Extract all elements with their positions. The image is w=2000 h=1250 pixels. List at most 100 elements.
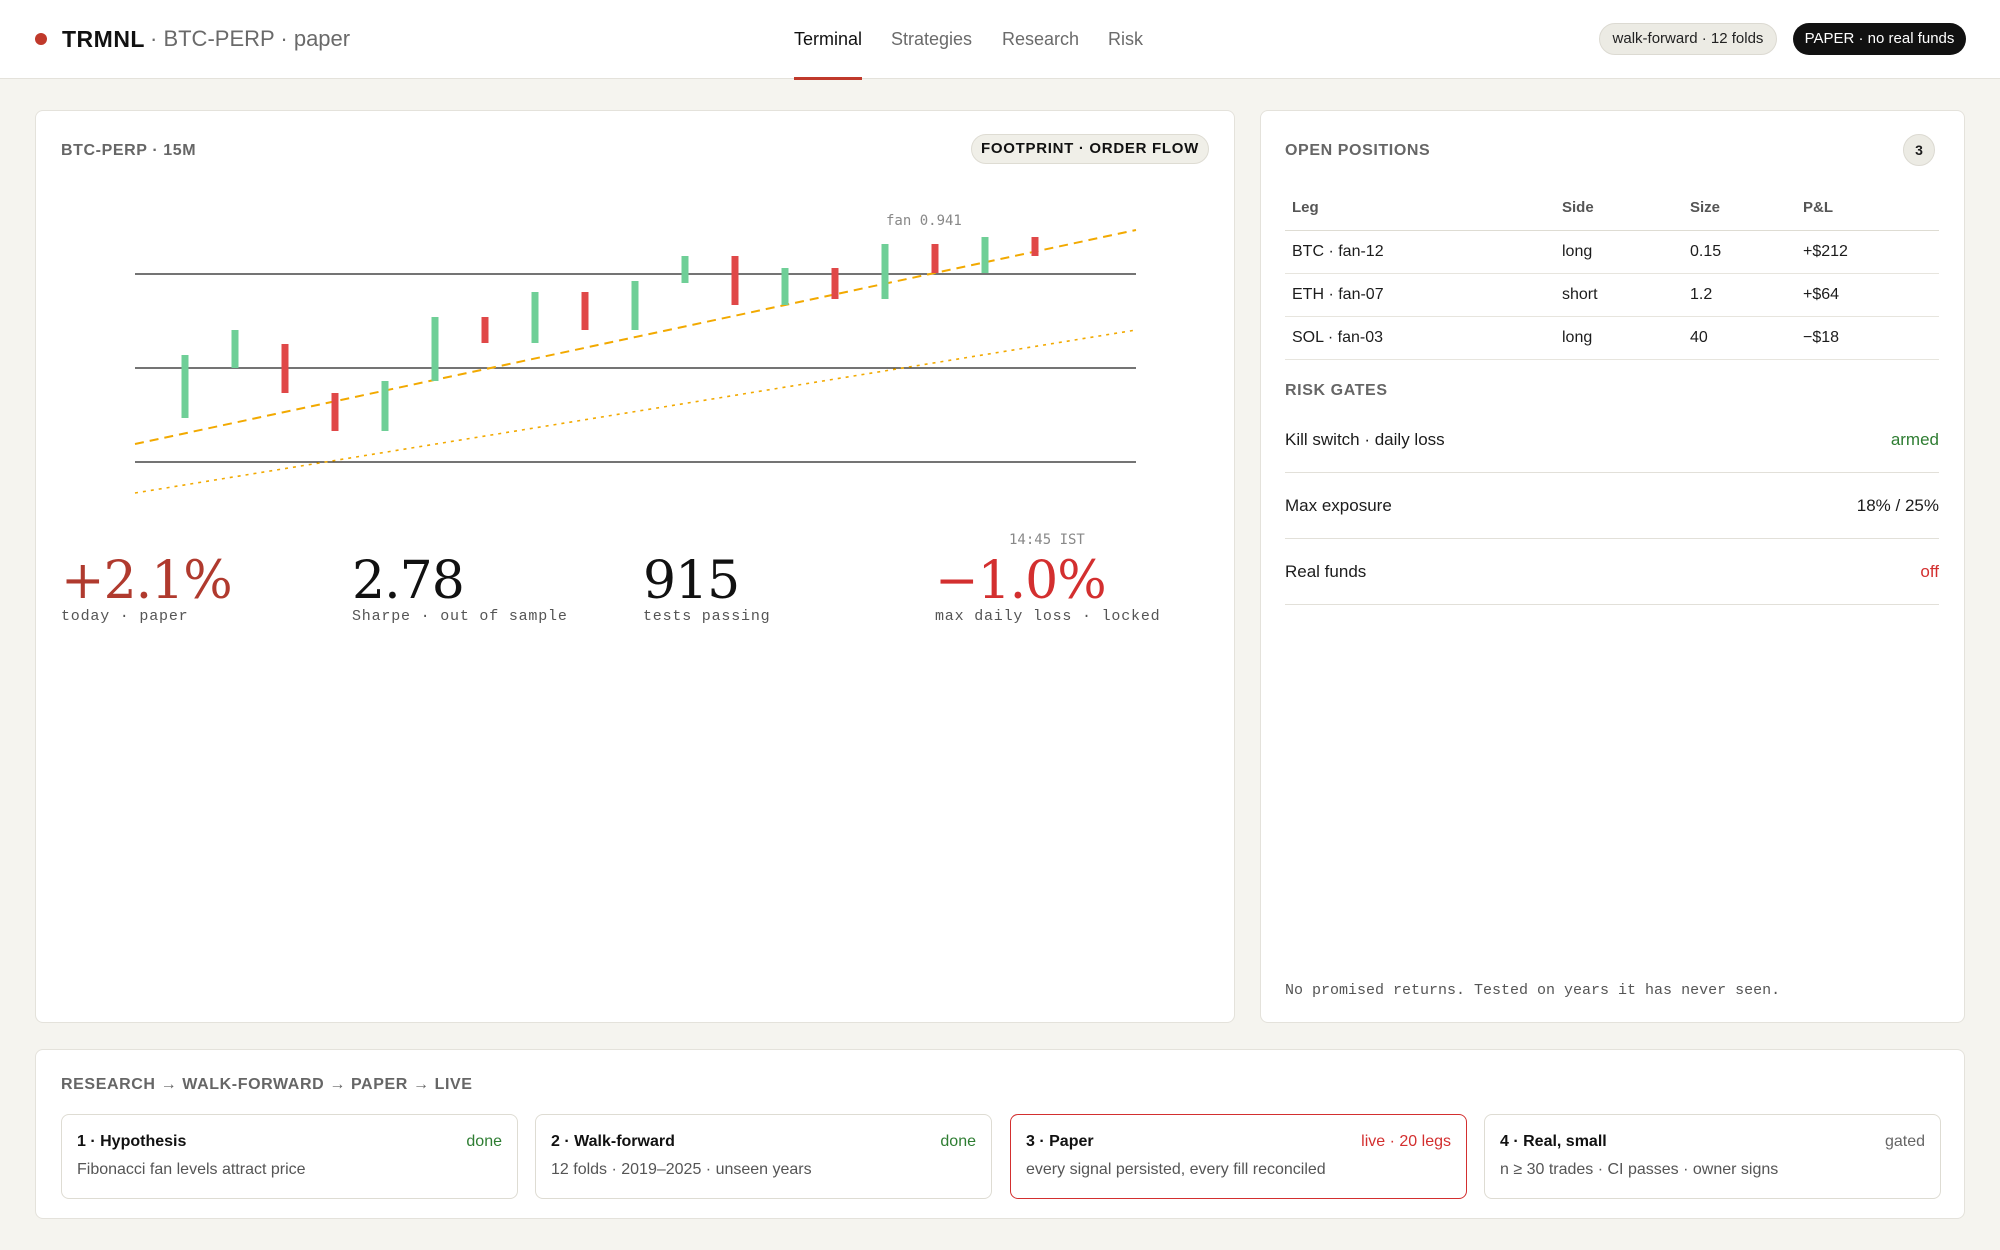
position-size: 1.2 — [1683, 273, 1796, 317]
stage-title: 4 · Real, small — [1500, 1133, 1607, 1150]
positions-panel: OPEN POSITIONS 3 Leg Side Size P&L BTC ·… — [1260, 110, 1965, 1023]
candle-down — [731, 256, 739, 305]
position-leg: SOL · fan-03 — [1285, 316, 1555, 360]
disclaimer-text: No promised returns. Tested on years it … — [1285, 982, 1781, 999]
candle-up — [881, 244, 889, 299]
candle-up — [981, 237, 989, 273]
column-header-pnl: P&L — [1796, 186, 1939, 231]
stat-value: +2.1% — [61, 551, 233, 611]
position-size: 40 — [1683, 316, 1796, 360]
stage-real-small[interactable]: 4 · Real, small gated n ≥ 30 trades · CI… — [1484, 1114, 1941, 1199]
table-row[interactable]: BTC · fan-12 long 0.15 +$212 — [1285, 230, 1939, 274]
stage-title: 3 · Paper — [1026, 1133, 1094, 1150]
nav-tab-terminal[interactable]: Terminal — [794, 0, 863, 80]
position-side: long — [1555, 316, 1683, 360]
gate-label: Max exposure — [1285, 496, 1392, 515]
candlestick-chart: fan 0.941 14:45 IST — [134, 213, 1137, 548]
gate-label: Real funds — [1285, 562, 1367, 581]
stat-label: Sharpe · out of sample — [352, 608, 568, 625]
risk-gate-real-funds[interactable]: Real funds off — [1285, 539, 1939, 605]
walk-forward-badge: walk-forward · 12 folds — [1599, 23, 1777, 55]
candle-up — [681, 256, 689, 283]
positions-count-badge: 3 — [1903, 134, 1935, 166]
stat-value: 915 — [643, 551, 740, 611]
nav-tab-risk[interactable]: Risk — [1108, 29, 1143, 49]
candle-up — [781, 268, 789, 305]
stage-description: 12 folds · 2019–2025 · unseen years — [551, 1161, 812, 1178]
positions-title: OPEN POSITIONS — [1285, 142, 1431, 159]
candle-up — [181, 355, 189, 418]
stage-status: done — [466, 1133, 502, 1150]
stat-label: max daily loss · locked — [935, 608, 1161, 625]
pipeline-panel: RESEARCH → WALK-FORWARD → PAPER → LIVE 1… — [35, 1049, 1965, 1219]
risk-gate-kill-switch[interactable]: Kill switch · daily loss armed — [1285, 407, 1939, 473]
gate-value: 18% / 25% — [1856, 496, 1939, 515]
stage-hypothesis[interactable]: 1 · Hypothesis done Fibonacci fan levels… — [61, 1114, 518, 1199]
candle-down — [281, 344, 289, 393]
brand-name[interactable]: TRMNL — [62, 26, 145, 52]
stat-max-loss: −1.0% max daily loss · locked — [935, 551, 1160, 625]
gate-value: off — [1920, 562, 1939, 581]
column-header-leg: Leg — [1285, 186, 1555, 231]
position-pnl: +$64 — [1796, 273, 1939, 317]
candle-up — [431, 317, 439, 381]
stat-label: tests passing — [643, 608, 771, 625]
risk-gates-title: RISK GATES — [1285, 382, 1388, 399]
candle-down — [831, 268, 839, 299]
fan-line-primary — [134, 229, 1137, 445]
stage-title: 1 · Hypothesis — [77, 1133, 187, 1150]
chart-panel: BTC-PERP · 15M FOOTPRINT · ORDER FLOW fa… — [35, 110, 1235, 1023]
stat-tests: 915 tests passing — [643, 551, 770, 625]
candle-down — [931, 244, 939, 273]
position-side: long — [1555, 230, 1683, 274]
status-dot-icon — [35, 33, 47, 45]
column-header-size: Size — [1683, 186, 1796, 231]
nav-tab-strategies[interactable]: Strategies — [891, 29, 973, 49]
column-header-side: Side — [1555, 186, 1683, 231]
fan-label: fan 0.941 — [886, 213, 962, 229]
stage-description: n ≥ 30 trades · CI passes · owner signs — [1500, 1161, 1779, 1178]
stage-status: gated — [1884, 1133, 1925, 1150]
candle-up — [231, 330, 239, 368]
stat-value: −1.0% — [935, 551, 1107, 611]
stage-status: done — [940, 1133, 976, 1150]
candle-down — [1031, 237, 1039, 256]
position-pnl: −$18 — [1796, 316, 1939, 360]
table-row[interactable]: ETH · fan-07 short 1.2 +$64 — [1285, 273, 1939, 317]
chart-title: BTC-PERP · 15M — [61, 142, 197, 159]
stage-description: Fibonacci fan levels attract price — [77, 1161, 306, 1178]
stat-sharpe: 2.78 Sharpe · out of sample — [352, 551, 568, 625]
position-leg: BTC · fan-12 — [1285, 230, 1555, 274]
risk-gate-max-exposure[interactable]: Max exposure 18% / 25% — [1285, 473, 1939, 539]
time-label: 14:45 IST — [1009, 532, 1085, 548]
candle-down — [331, 393, 339, 431]
stage-status: live · 20 legs — [1361, 1133, 1451, 1150]
position-leg: ETH · fan-07 — [1285, 273, 1555, 317]
table-header-row: Leg Side Size P&L — [1285, 186, 1939, 231]
fan-line-secondary — [134, 329, 1137, 494]
chart-mode-badge[interactable]: FOOTPRINT · ORDER FLOW — [971, 134, 1209, 164]
stage-walk-forward[interactable]: 2 · Walk-forward done 12 folds · 2019–20… — [535, 1114, 992, 1199]
candle-up — [381, 381, 389, 431]
nav-tab-research[interactable]: Research — [1002, 29, 1080, 49]
candle-up — [531, 292, 539, 343]
pipeline-title: RESEARCH → WALK-FORWARD → PAPER → LIVE — [61, 1076, 473, 1093]
stat-label: today · paper — [61, 608, 189, 625]
top-bar: TRMNL · BTC-PERP · paper Terminal Strate… — [0, 0, 2000, 80]
position-side: short — [1555, 273, 1683, 317]
gate-label: Kill switch · daily loss — [1285, 430, 1445, 449]
candle-down — [581, 292, 589, 330]
stage-title: 2 · Walk-forward — [551, 1133, 675, 1150]
candle-down — [481, 317, 489, 343]
table-row[interactable]: SOL · fan-03 long 40 −$18 — [1285, 316, 1939, 360]
gate-value: armed — [1890, 430, 1939, 449]
stage-description: every signal persisted, every fill recon… — [1026, 1161, 1326, 1178]
stat-value: 2.78 — [352, 551, 465, 611]
position-size: 0.15 — [1683, 230, 1796, 274]
stage-paper[interactable]: 3 · Paper live · 20 legs every signal pe… — [1010, 1114, 1467, 1199]
positions-table: Leg Side Size P&L BTC · fan-12 long 0.15… — [1285, 186, 1939, 360]
paper-mode-badge: PAPER · no real funds — [1793, 23, 1966, 55]
market-context: · BTC-PERP · paper — [150, 26, 351, 51]
position-pnl: +$212 — [1796, 230, 1939, 274]
candle-up — [631, 281, 639, 330]
